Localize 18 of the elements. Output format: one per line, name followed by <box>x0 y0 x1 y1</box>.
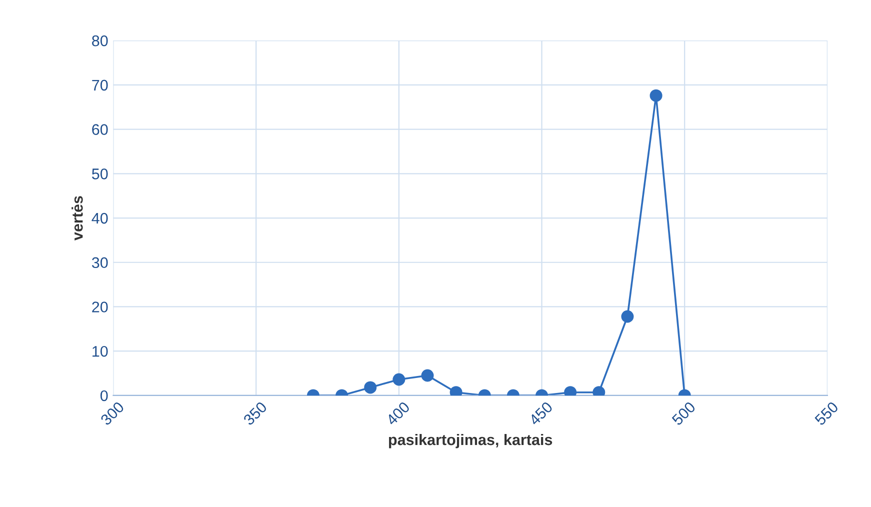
x-tick-label: 500 <box>671 401 696 426</box>
x-tick-label: 350 <box>242 401 268 426</box>
y-tick-label: 60 <box>92 124 108 135</box>
x-tick-label: 300 <box>100 401 125 426</box>
point <box>650 89 662 102</box>
y-tick-label: 0 <box>100 390 108 402</box>
y-tick-label: 50 <box>92 168 108 180</box>
y-tick-label: 40 <box>92 212 108 224</box>
y-tick-label: 10 <box>92 346 108 357</box>
x-tick-label: 400 <box>385 401 410 426</box>
y-axis-title: vertės <box>72 196 83 240</box>
y-tick-label: 80 <box>92 35 108 46</box>
y-tick-label: 70 <box>92 80 108 91</box>
x-axis-title: pasikartojimas, kartais <box>388 434 552 448</box>
x-tick-label: 550 <box>814 401 839 426</box>
x-tick-label: 450 <box>528 401 554 426</box>
y-tick-label: 30 <box>92 257 108 268</box>
y-tick-label: 20 <box>92 302 108 312</box>
